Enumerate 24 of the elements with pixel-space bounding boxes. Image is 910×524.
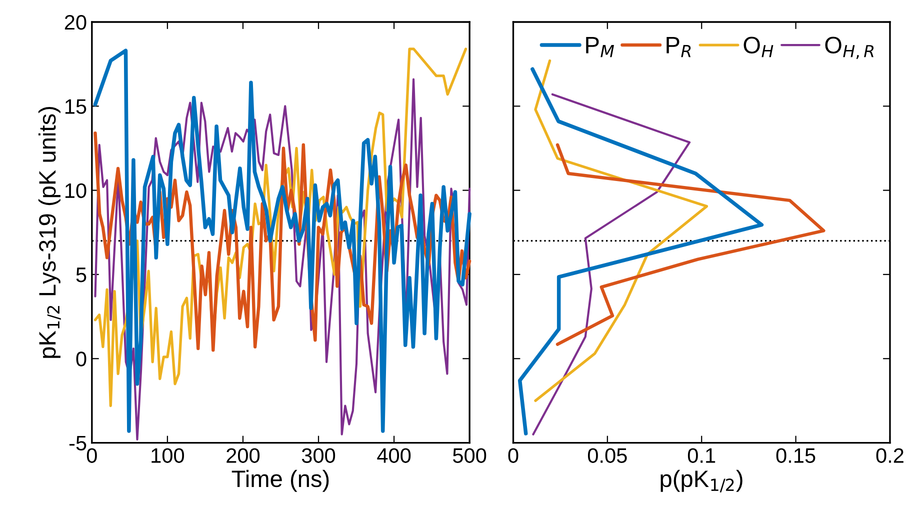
- y-axis-title: pK$_{1/2}$ Lys-319 (pK units): [38, 106, 61, 358]
- x-tick-label: 400: [377, 448, 411, 463]
- y-tick-label: 20: [64, 15, 86, 30]
- y-tick-label: -5: [69, 436, 86, 451]
- x-tick-label: 0: [508, 448, 518, 463]
- x-tick-label: 100: [152, 448, 184, 463]
- legend-label: P$_{M}$: [586, 36, 614, 58]
- x-tick-label: 0: [86, 448, 97, 463]
- y-tick-label: 15: [65, 99, 86, 114]
- x-tick-label: 500: [453, 448, 486, 463]
- y-tick-label: 5: [76, 268, 86, 282]
- legend-label: P$_{R}$: [666, 36, 691, 58]
- y-tick-label: 10: [65, 183, 86, 198]
- legend-label: O$_{H}$: [744, 36, 774, 58]
- x-tick-label: 300: [302, 448, 336, 463]
- legend-label: O$_{H,R}$: [825, 36, 874, 60]
- x-tick-label: 0.2: [876, 448, 904, 463]
- x-tick-label: 0.15: [776, 448, 816, 463]
- x-tick-label: 200: [226, 448, 260, 463]
- x-axis-title: Time (ns): [232, 470, 329, 492]
- y-tick-label: 0: [76, 352, 86, 366]
- x-tick-label: 0.05: [588, 448, 627, 463]
- x-tick-label: 0.1: [688, 448, 716, 463]
- x-axis-title: p(pK$_{1/2}$): [660, 470, 742, 492]
